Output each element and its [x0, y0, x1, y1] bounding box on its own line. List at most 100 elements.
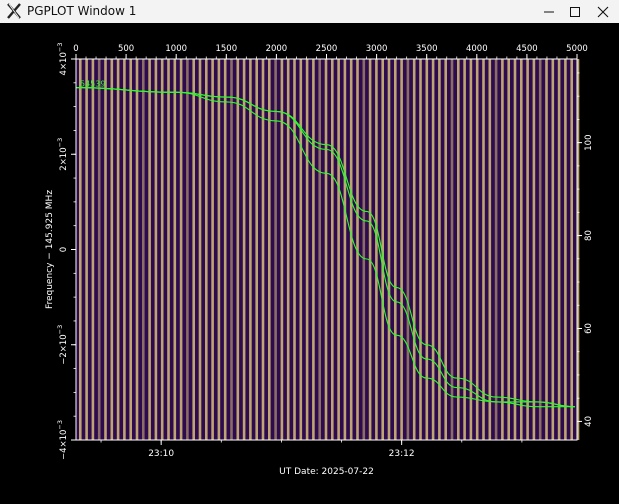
- data-stripe: [148, 59, 151, 440]
- data-stripe: [91, 59, 95, 440]
- data-stripe: [375, 59, 378, 440]
- close-button[interactable]: [580, 0, 619, 23]
- left-axis-tick-text: 0: [59, 247, 69, 252]
- y-axis-label: Frequency − 145.925 MHz: [45, 190, 55, 309]
- top-axis-tick-label: 3000: [366, 44, 388, 54]
- data-stripe: [343, 59, 347, 440]
- data-stripe: [223, 59, 227, 440]
- minimize-icon: [544, 11, 554, 13]
- data-stripe: [368, 59, 372, 440]
- data-stripe: [179, 59, 183, 440]
- data-stripe: [186, 59, 189, 440]
- data-stripe: [400, 59, 403, 440]
- minimize-button[interactable]: [526, 0, 572, 23]
- stripe-layer: [76, 59, 580, 440]
- top-axis-tick-label: 0: [73, 44, 78, 54]
- data-stripe: [557, 59, 561, 440]
- data-stripe: [299, 59, 303, 440]
- data-stripe: [198, 59, 202, 440]
- data-stripe: [387, 59, 391, 440]
- data-stripe: [538, 59, 542, 440]
- left-axis-tick-label: 0: [59, 247, 69, 252]
- data-stripe: [173, 59, 177, 440]
- top-axis-tick-label: 1000: [165, 44, 187, 54]
- data-stripe: [488, 59, 492, 440]
- data-stripe: [532, 59, 536, 440]
- data-stripe: [217, 59, 221, 440]
- maximize-icon: [570, 7, 580, 17]
- data-stripe: [305, 59, 309, 440]
- data-stripe: [268, 59, 271, 440]
- data-stripe: [419, 59, 422, 440]
- title-bar[interactable]: PGPLOT Window 1: [0, 0, 619, 24]
- data-stripe: [192, 59, 195, 440]
- bottom-axis-tick-label: 23:12: [389, 449, 415, 459]
- data-stripe: [116, 59, 120, 440]
- top-axis-tick-label: 1500: [215, 44, 237, 54]
- data-stripe: [576, 59, 580, 440]
- right-axis-tick-label: 40: [584, 416, 594, 427]
- data-stripe: [349, 59, 353, 440]
- data-stripe: [475, 59, 479, 440]
- data-stripe: [318, 59, 321, 440]
- data-stripe: [160, 59, 164, 440]
- x-axis-label: UT Date: 2025-07-22: [279, 467, 374, 477]
- data-stripe: [236, 59, 240, 440]
- data-stripe: [154, 59, 158, 440]
- data-stripe: [135, 59, 139, 440]
- data-stripe: [545, 59, 548, 440]
- close-icon: [597, 6, 609, 18]
- data-stripe: [406, 59, 410, 440]
- data-stripe: [482, 59, 485, 440]
- data-stripe: [507, 59, 510, 440]
- top-axis-tick-label: 2000: [266, 44, 288, 54]
- data-stripe: [129, 59, 132, 440]
- data-stripe: [494, 59, 498, 440]
- data-stripe: [211, 59, 214, 440]
- right-axis-tick-text: 100: [584, 135, 594, 151]
- data-stripe: [261, 59, 265, 440]
- data-stripe: [142, 59, 145, 440]
- top-axis-tick-label: 4500: [516, 44, 538, 54]
- right-axis-tick-label: 60: [584, 323, 594, 334]
- data-stripe: [570, 59, 573, 440]
- top-axis-tick-label: 5000: [566, 44, 588, 54]
- data-stripe: [444, 59, 447, 440]
- top-axis-tick-label: 3500: [416, 44, 438, 54]
- doppler-curve-3: [75, 87, 575, 408]
- data-stripe: [97, 59, 101, 440]
- x11-logo-icon: [7, 3, 21, 19]
- data-stripe: [110, 59, 114, 440]
- data-stripe: [274, 59, 277, 440]
- left-axis-tick-text: −4×10−3: [56, 420, 69, 460]
- data-stripe: [463, 59, 466, 440]
- data-stripe: [123, 59, 126, 440]
- left-axis-tick-label: −2×10−3: [56, 325, 69, 365]
- data-stripe: [469, 59, 473, 440]
- data-stripe: [526, 59, 529, 440]
- maximize-button[interactable]: [552, 0, 598, 23]
- data-stripe: [249, 59, 252, 440]
- axes-layer: 0 500 1000 1500 2000 2500 3000 3500 4000 4500 5000…: [56, 43, 594, 461]
- data-stripe: [551, 59, 555, 440]
- bottom-axis-tick-label: 23:10: [148, 449, 174, 459]
- data-stripe: [356, 59, 359, 440]
- data-stripe: [412, 59, 416, 440]
- data-stripe: [85, 59, 88, 440]
- data-stripe: [280, 59, 284, 440]
- right-axis-tick-text: 40: [584, 416, 594, 427]
- right-axis-tick-text: 80: [584, 230, 594, 241]
- data-stripe: [205, 59, 208, 440]
- data-stripe: [520, 59, 523, 440]
- data-stripe: [104, 59, 107, 440]
- curve-label: 54539: [80, 80, 105, 89]
- curve-layer: [75, 87, 576, 408]
- left-axis-tick-label: −4×10−3: [56, 420, 69, 460]
- data-stripe: [394, 59, 397, 440]
- data-stripe: [312, 59, 315, 440]
- data-stripe: [457, 59, 460, 440]
- data-stripe: [425, 59, 429, 440]
- top-axis-tick-label: 500: [118, 44, 134, 54]
- top-axis-tick-label: 2500: [316, 44, 338, 54]
